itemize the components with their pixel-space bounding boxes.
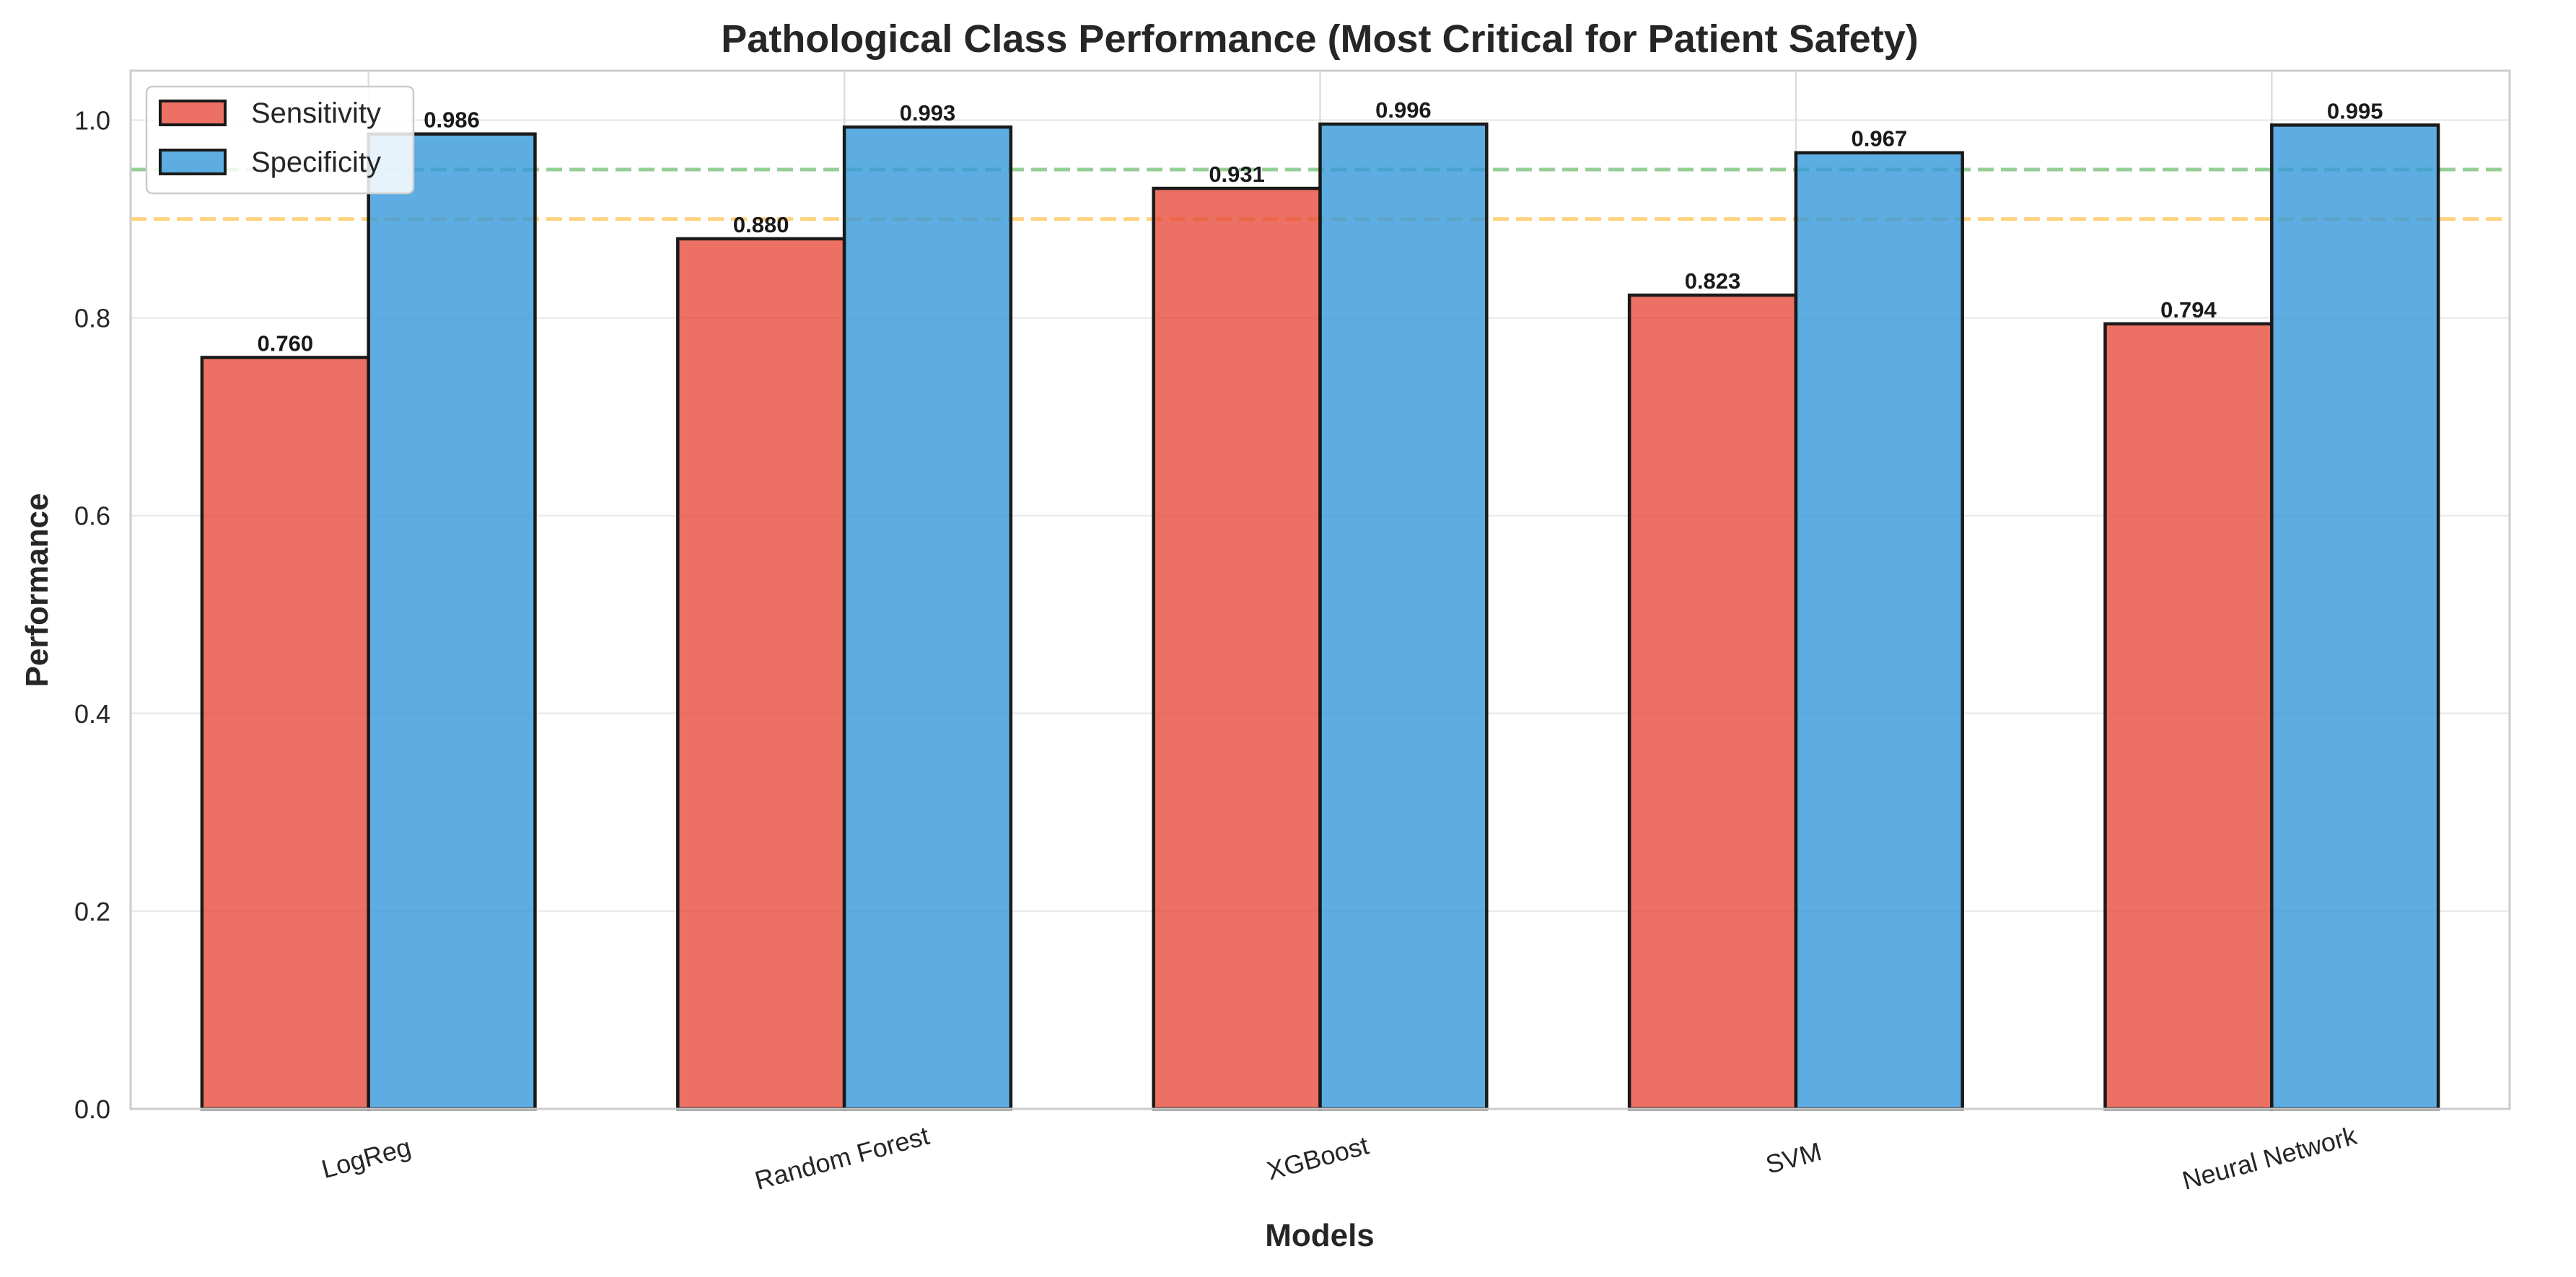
- bar-sensitivity-2: [1152, 186, 1322, 1111]
- y-tick-label: 0.2: [74, 897, 110, 926]
- x-tick-labels: LogReg Random Forest XGBoost SVM Neural Netw…: [318, 1120, 2360, 1195]
- x-tick-label: SVM: [1763, 1136, 1825, 1180]
- bar-sensitivity-3: [1627, 293, 1798, 1111]
- y-tick-label: 0.0: [74, 1094, 110, 1124]
- bar-value-label: 0.995: [2327, 98, 2383, 123]
- y-axis-label: Performance: [19, 493, 55, 687]
- x-tick-label: XGBoost: [1263, 1130, 1372, 1185]
- y-tick-labels: 0.0 0.2 0.4 0.6 0.8 1.0: [74, 106, 110, 1124]
- bar-value-label: 0.880: [733, 212, 789, 237]
- legend-label: Sensitivity: [251, 97, 381, 129]
- bar-value-label: 0.986: [424, 107, 480, 133]
- bar-value-label: 0.996: [1375, 97, 1432, 123]
- y-tick-label: 0.4: [74, 699, 110, 729]
- legend-swatch: [159, 100, 227, 126]
- bar-labels: 0.760 0.880 0.931 0.823 0.794 0.986 0.993 0.996…: [258, 97, 2383, 356]
- bar-value-label: 0.967: [1852, 126, 1908, 152]
- bar-value-label: 0.823: [1685, 268, 1741, 294]
- legend-label: Specificity: [251, 146, 381, 178]
- bar-specificity-2: [1318, 122, 1489, 1111]
- x-tick-label: Neural Network: [2179, 1120, 2360, 1195]
- y-tick-label: 0.8: [74, 304, 110, 333]
- legend: Sensitivity Specificity: [145, 85, 415, 195]
- bar-sensitivity-1: [676, 237, 846, 1111]
- plot-frame: [129, 69, 2511, 1110]
- bar-value-label: 0.931: [1209, 162, 1265, 187]
- y-tick-label: 0.6: [74, 501, 110, 531]
- bar-specificity-0: [367, 132, 537, 1111]
- bar-specificity-3: [1794, 151, 1964, 1111]
- bar-value-label: 0.760: [258, 330, 314, 356]
- legend-swatch: [159, 149, 227, 175]
- x-tick-label: LogReg: [318, 1132, 413, 1184]
- x-axis-label: Models: [1265, 1218, 1375, 1253]
- y-tick-label: 1.0: [74, 106, 110, 136]
- bar-specificity-4: [2270, 123, 2440, 1111]
- x-tick-label: Random Forest: [752, 1120, 932, 1195]
- bar-specificity-1: [842, 125, 1013, 1111]
- bar-sensitivity-0: [200, 356, 370, 1111]
- bar-sensitivity-4: [2103, 322, 2274, 1111]
- bars: [200, 122, 2440, 1111]
- chart-title: Pathological Class Performance (Most Cri…: [721, 17, 1918, 61]
- bar-value-label: 0.794: [2160, 297, 2217, 322]
- bar-value-label: 0.993: [900, 100, 956, 126]
